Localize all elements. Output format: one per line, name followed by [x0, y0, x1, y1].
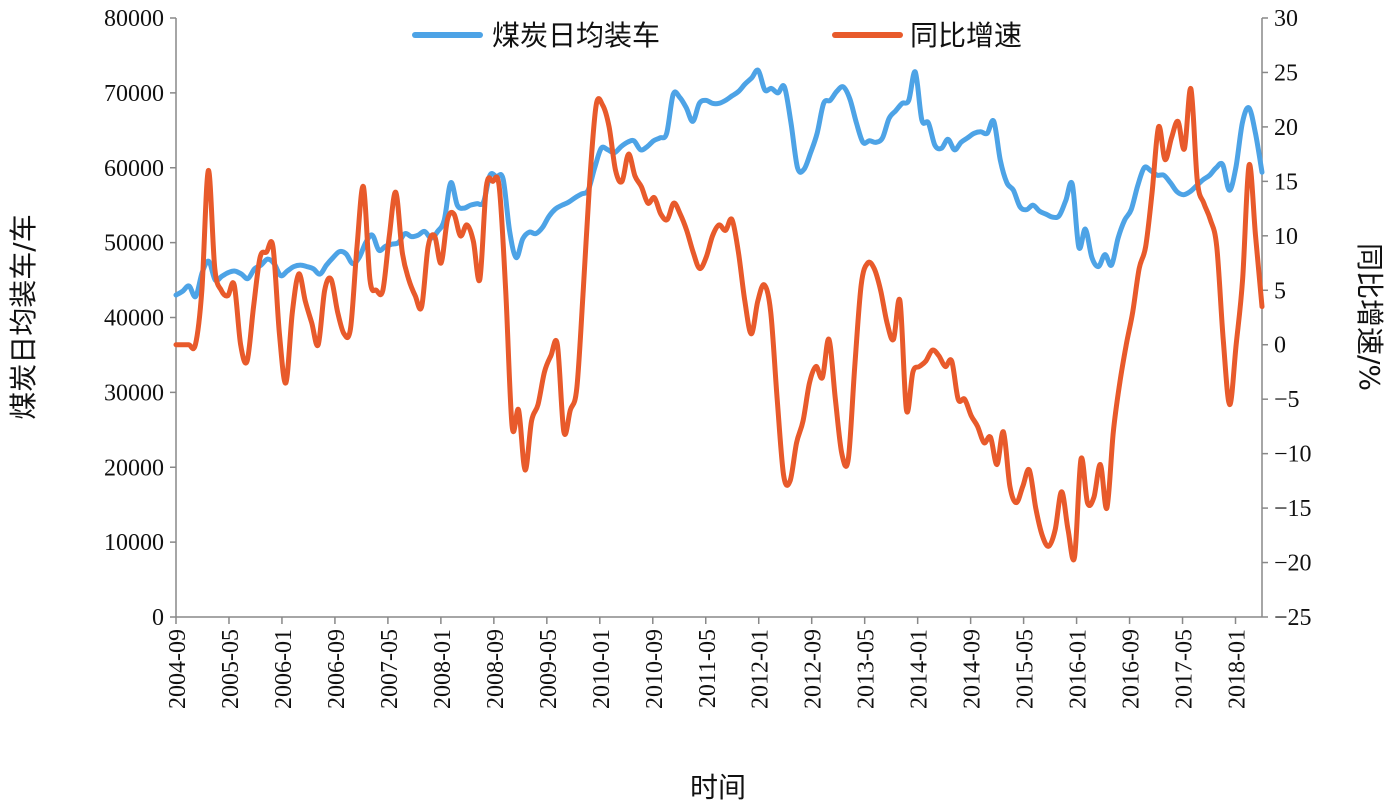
series-line-coal-daily-loading: [173, 67, 1265, 300]
y-axis-right-title: 同比增速/%: [1353, 243, 1386, 391]
x-tick-label: 2012-01: [748, 629, 774, 709]
x-tick-label: 2005-05: [218, 629, 244, 709]
plot-area: [173, 67, 1265, 563]
y-left-tick-label: 30000: [104, 380, 164, 406]
y-right-tick-label: 10: [1274, 224, 1298, 250]
x-tick-label: 2014-01: [907, 629, 933, 709]
y-right-tick-label: −15: [1274, 496, 1312, 522]
y-left-tick-label: 20000: [104, 455, 164, 481]
y-left-tick-label: 40000: [104, 306, 164, 332]
x-tick-label: 2017-05: [1172, 629, 1198, 709]
y-left-tick-label: 70000: [104, 81, 164, 107]
legend-label-series-2: 同比增速: [910, 19, 1022, 52]
x-tick-label: 2008-09: [483, 629, 509, 709]
x-tick-label: 2014-09: [960, 629, 986, 709]
y-left-tick-label: 10000: [104, 530, 164, 556]
x-tick-label: 2006-09: [324, 629, 350, 709]
y-left-tick-label: 60000: [104, 156, 164, 182]
y-left-tick-label: 0: [152, 605, 164, 631]
x-axis-title: 时间: [690, 771, 746, 803]
y-right-tick-label: 30: [1274, 6, 1298, 32]
y-right-tick-label: 25: [1274, 60, 1298, 86]
x-tick-label: 2012-09: [801, 629, 827, 709]
x-tick-label: 2010-01: [589, 629, 615, 709]
y-left-tick-label: 80000: [104, 6, 164, 32]
x-tick-label: 2010-09: [642, 629, 668, 709]
x-tick-label: 2004-09: [165, 629, 191, 709]
x-tick-label: 2006-01: [271, 629, 297, 709]
y-right-tick-label: −10: [1274, 442, 1312, 468]
y-right-tick-label: 5: [1274, 278, 1286, 304]
axes: 0 10000 20000 30000 40000 50000 60000 70000 8000…: [104, 6, 1312, 709]
y-right-tick-label: −25: [1274, 605, 1312, 631]
x-tick-label: 2008-01: [430, 629, 456, 709]
y-right-tick-label: 15: [1274, 169, 1298, 195]
x-tick-label: 2011-05: [695, 629, 721, 708]
x-tick-label: 2009-05: [536, 629, 562, 709]
y-left-tick-label: 50000: [104, 231, 164, 257]
legend-label-series-1: 煤炭日均装车: [492, 19, 660, 52]
y-right-tick-label: −20: [1274, 551, 1312, 577]
y-right-tick-label: 0: [1274, 333, 1286, 359]
y-axis-left-title: 煤炭日均装车/车: [7, 214, 40, 419]
x-tick-label: 2013-05: [854, 629, 880, 709]
x-tick-label: 2015-05: [1013, 629, 1039, 709]
x-tick-label: 2007-05: [377, 629, 403, 709]
legend: 煤炭日均装车 同比增速: [412, 19, 1022, 52]
x-tick-label: 2016-01: [1066, 629, 1092, 709]
x-tick-label: 2016-09: [1119, 629, 1145, 709]
x-tick-label: 2018-01: [1225, 629, 1251, 709]
y-right-tick-label: 20: [1274, 115, 1298, 141]
y-right-tick-label: −5: [1274, 387, 1300, 413]
series-line-yoy-growth: [173, 86, 1265, 563]
